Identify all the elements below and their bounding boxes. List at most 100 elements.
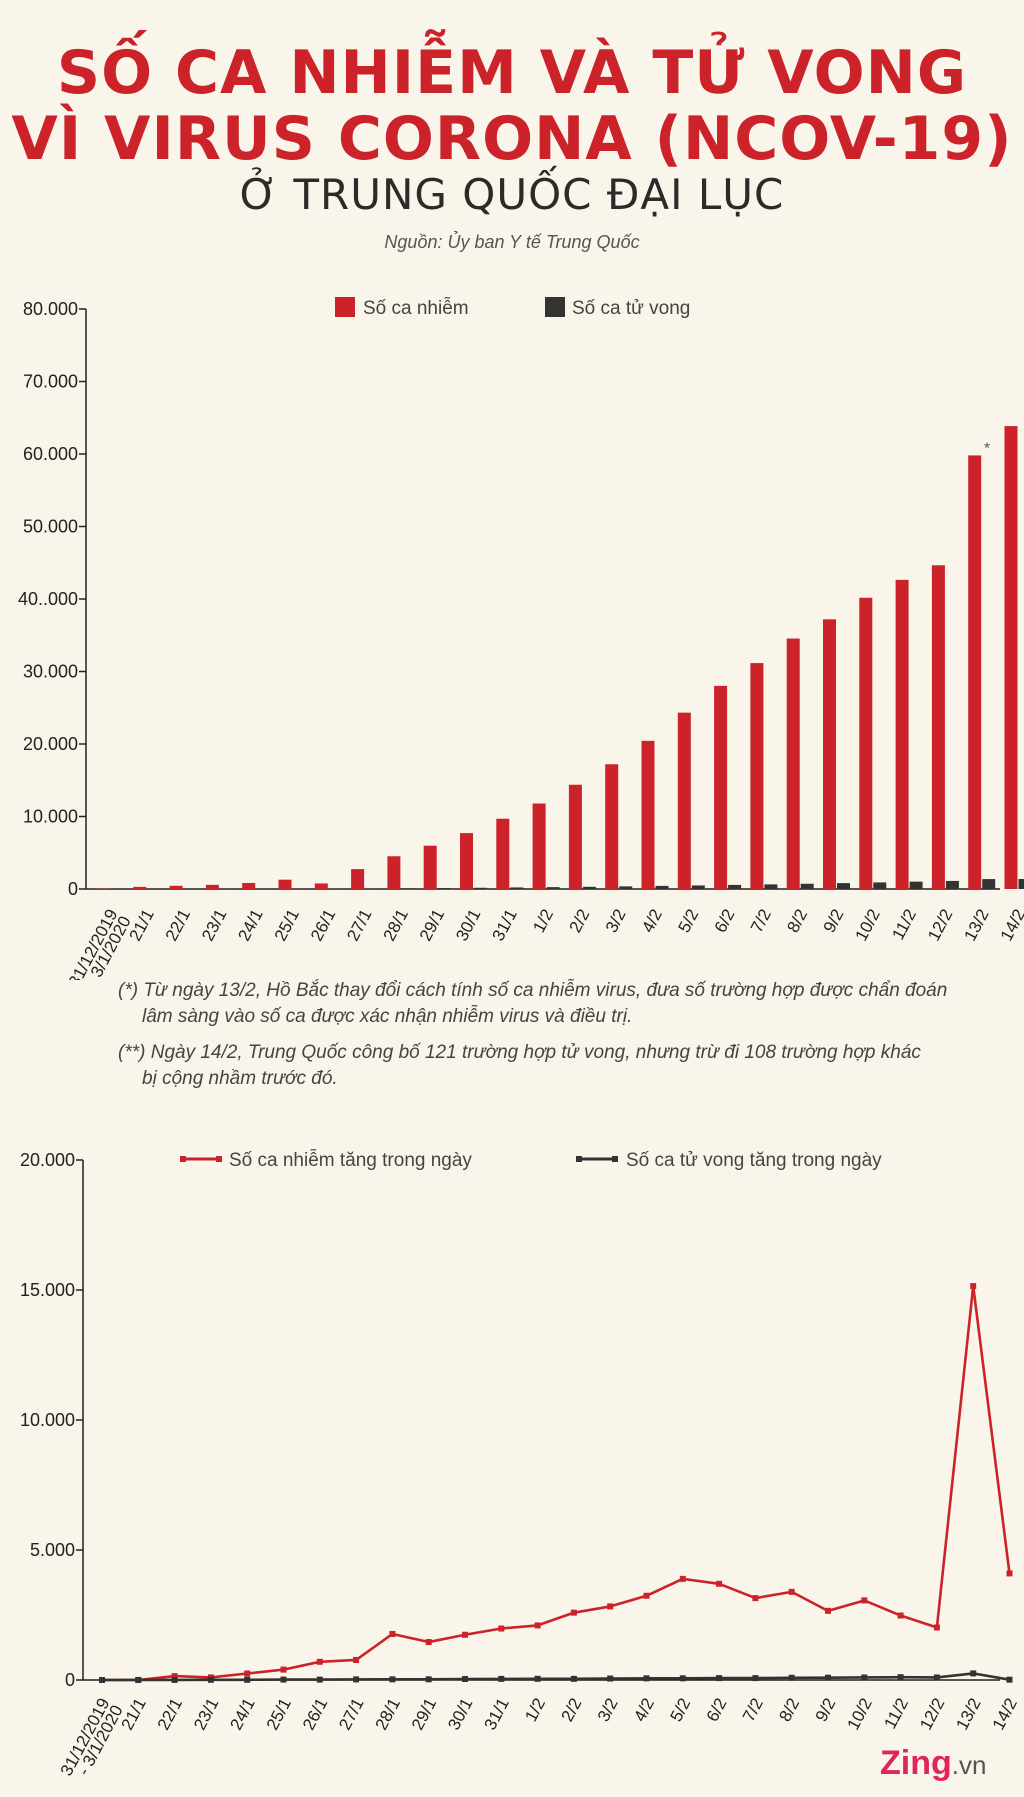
bar-infected-22 bbox=[895, 579, 909, 889]
bar-x-label-6: 26/1 bbox=[307, 906, 339, 944]
bar-deaths-9 bbox=[437, 888, 451, 889]
line-x-label-3: 23/1 bbox=[190, 1695, 222, 1733]
bar-deaths-17 bbox=[728, 884, 742, 889]
point-deaths-12 bbox=[534, 1675, 541, 1682]
bar-infected-9 bbox=[423, 845, 437, 889]
line-x-label-21: 10/2 bbox=[844, 1695, 876, 1733]
line-y-tick-label-2: 10.000 bbox=[20, 1410, 75, 1430]
bar-deaths-20 bbox=[837, 883, 850, 889]
point-deaths-16 bbox=[679, 1675, 686, 1682]
point-infected-21 bbox=[861, 1597, 868, 1604]
bar-infected-7 bbox=[351, 869, 365, 889]
point-deaths-19 bbox=[788, 1674, 795, 1681]
point-infected-19 bbox=[788, 1588, 795, 1595]
bar-infected-16 bbox=[677, 712, 691, 889]
bar-deaths-18 bbox=[764, 884, 778, 889]
point-infected-15 bbox=[643, 1592, 650, 1599]
point-infected-6 bbox=[316, 1658, 323, 1665]
bar-infected-24 bbox=[968, 455, 982, 889]
line-x-label-12: 1/2 bbox=[521, 1695, 549, 1725]
bar-infected-17 bbox=[714, 685, 728, 889]
bar-deaths-12 bbox=[546, 887, 560, 889]
line-x-label-18: 7/2 bbox=[739, 1695, 767, 1725]
legend-deaths-marker-right bbox=[612, 1156, 618, 1162]
point-deaths-5 bbox=[280, 1676, 287, 1683]
point-deaths-23 bbox=[933, 1674, 940, 1681]
bar-x-label-4: 24/1 bbox=[234, 906, 266, 944]
bar-x-label-8: 28/1 bbox=[380, 906, 412, 944]
point-deaths-24 bbox=[970, 1670, 977, 1677]
footnote-2-line-2: bị cộng nhầm trước đó. bbox=[142, 1068, 338, 1089]
bar-y-tick-label-8: 80.000 bbox=[23, 299, 78, 319]
bar-x-label-17: 6/2 bbox=[711, 906, 739, 936]
point-infected-11 bbox=[498, 1625, 505, 1632]
bar-infected-12 bbox=[532, 803, 546, 889]
bar-infected-5 bbox=[278, 879, 292, 889]
bar-x-label-2: 22/1 bbox=[162, 906, 194, 944]
zing-logo: Zing.vn bbox=[880, 1744, 986, 1783]
line-x-label-19: 8/2 bbox=[775, 1695, 803, 1725]
legend-infected-marker-right bbox=[216, 1156, 222, 1162]
bar-x-label-15: 4/2 bbox=[638, 906, 666, 936]
line-y-tick-label-3: 15.000 bbox=[20, 1280, 75, 1300]
point-deaths-9 bbox=[425, 1676, 432, 1683]
bar-x-label-23: 12/2 bbox=[924, 906, 956, 944]
point-infected-5 bbox=[280, 1666, 287, 1673]
footnote-2-line-1: (**) Ngày 14/2, Trung Quốc công bố 121 t… bbox=[118, 1042, 921, 1063]
bar-infected-11 bbox=[496, 818, 510, 889]
point-deaths-21 bbox=[861, 1674, 868, 1681]
line-series-deaths bbox=[101, 1672, 1010, 1682]
point-deaths-25 bbox=[1006, 1676, 1013, 1683]
line-x-label-20: 9/2 bbox=[812, 1695, 840, 1725]
legend-deaths-label: Số ca tử vong bbox=[572, 298, 690, 319]
bar-infected-15 bbox=[641, 740, 655, 889]
bar-deaths-21 bbox=[873, 882, 887, 889]
bar-x-label-0: 31/12/2019- 3/1/2020 bbox=[65, 906, 135, 980]
line-x-label-7: 27/1 bbox=[335, 1695, 367, 1733]
bar-infected-23 bbox=[931, 565, 945, 889]
legend-deaths-label: Số ca tử vong tăng trong ngày bbox=[626, 1150, 882, 1171]
bar-y-tick-label-2: 20.000 bbox=[23, 734, 78, 754]
point-infected-8 bbox=[389, 1630, 396, 1637]
line-chart: 0 5.000 10.000 15.000 20.000 31/12/2019- 3/1/… bbox=[20, 1149, 1021, 1786]
bar-annotation-0: * bbox=[983, 440, 990, 457]
bar-infected-20 bbox=[823, 619, 836, 889]
point-deaths-7 bbox=[353, 1676, 360, 1683]
brand-suffix: .vn bbox=[951, 1750, 987, 1780]
bar-x-label-5: 25/1 bbox=[271, 906, 303, 944]
point-deaths-2 bbox=[171, 1676, 178, 1683]
point-deaths-8 bbox=[389, 1676, 396, 1683]
bar-deaths-16 bbox=[691, 885, 705, 889]
bar-y-tick-label-3: 30.000 bbox=[23, 662, 78, 682]
bar-deaths-19 bbox=[800, 883, 814, 889]
bar-infected-14 bbox=[605, 764, 619, 889]
point-infected-9 bbox=[425, 1639, 432, 1646]
line-x-label-0: 31/12/2019- 3/1/2020 bbox=[57, 1695, 127, 1786]
point-deaths-3 bbox=[207, 1676, 214, 1683]
line-x-label-13: 2/2 bbox=[558, 1695, 586, 1725]
bar-infected-4 bbox=[242, 882, 256, 889]
legend-infected-label: Số ca nhiễm tăng trong ngày bbox=[229, 1149, 472, 1171]
bar-x-label-1: 21/1 bbox=[126, 906, 158, 944]
bar-infected-21 bbox=[859, 597, 873, 889]
brand-name: Zing bbox=[880, 1744, 952, 1782]
bar-x-label-20: 9/2 bbox=[820, 906, 848, 936]
bar-deaths-7 bbox=[365, 888, 379, 889]
point-deaths-4 bbox=[244, 1676, 251, 1683]
legend-infected-marker-left bbox=[180, 1156, 186, 1162]
bar-deaths-25 bbox=[1018, 878, 1024, 889]
line-x-label-16: 5/2 bbox=[666, 1695, 694, 1725]
bar-infected-19 bbox=[786, 638, 800, 889]
line-x-label-11: 31/1 bbox=[481, 1695, 513, 1733]
bar-infected-10 bbox=[460, 833, 473, 889]
bar-deaths-11 bbox=[510, 887, 524, 889]
line-x-label-17: 6/2 bbox=[703, 1695, 731, 1725]
footnote-2: (**) Ngày 14/2, Trung Quốc công bố 121 t… bbox=[118, 1040, 958, 1092]
line-x-label-15: 4/2 bbox=[630, 1695, 658, 1725]
line-x-label-24: 13/2 bbox=[952, 1695, 984, 1733]
point-infected-22 bbox=[897, 1612, 904, 1619]
bar-x-label-11: 31/1 bbox=[489, 906, 521, 944]
line-x-label-8: 28/1 bbox=[372, 1695, 404, 1733]
point-deaths-20 bbox=[825, 1674, 831, 1681]
bar-x-label-12: 1/2 bbox=[529, 906, 557, 936]
